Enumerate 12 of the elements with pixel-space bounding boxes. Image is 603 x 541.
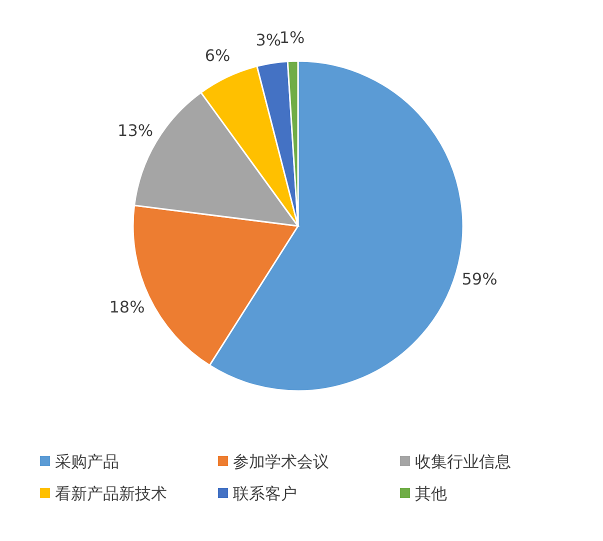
legend-label: 看新产品新技术 <box>55 484 167 503</box>
data-label: 6% <box>204 46 230 65</box>
legend-label: 联系客户 <box>233 484 297 503</box>
data-label: 59% <box>462 270 498 289</box>
legend-label: 参加学术会议 <box>233 452 329 471</box>
legend-label: 其他 <box>415 484 447 503</box>
data-label: 13% <box>118 120 154 140</box>
data-label: 3% <box>256 30 282 50</box>
legend-label: 收集行业信息 <box>415 452 511 471</box>
data-label: 18% <box>109 297 145 316</box>
legend-label: 采购产品 <box>55 452 119 471</box>
data-label: 1% <box>279 28 305 48</box>
